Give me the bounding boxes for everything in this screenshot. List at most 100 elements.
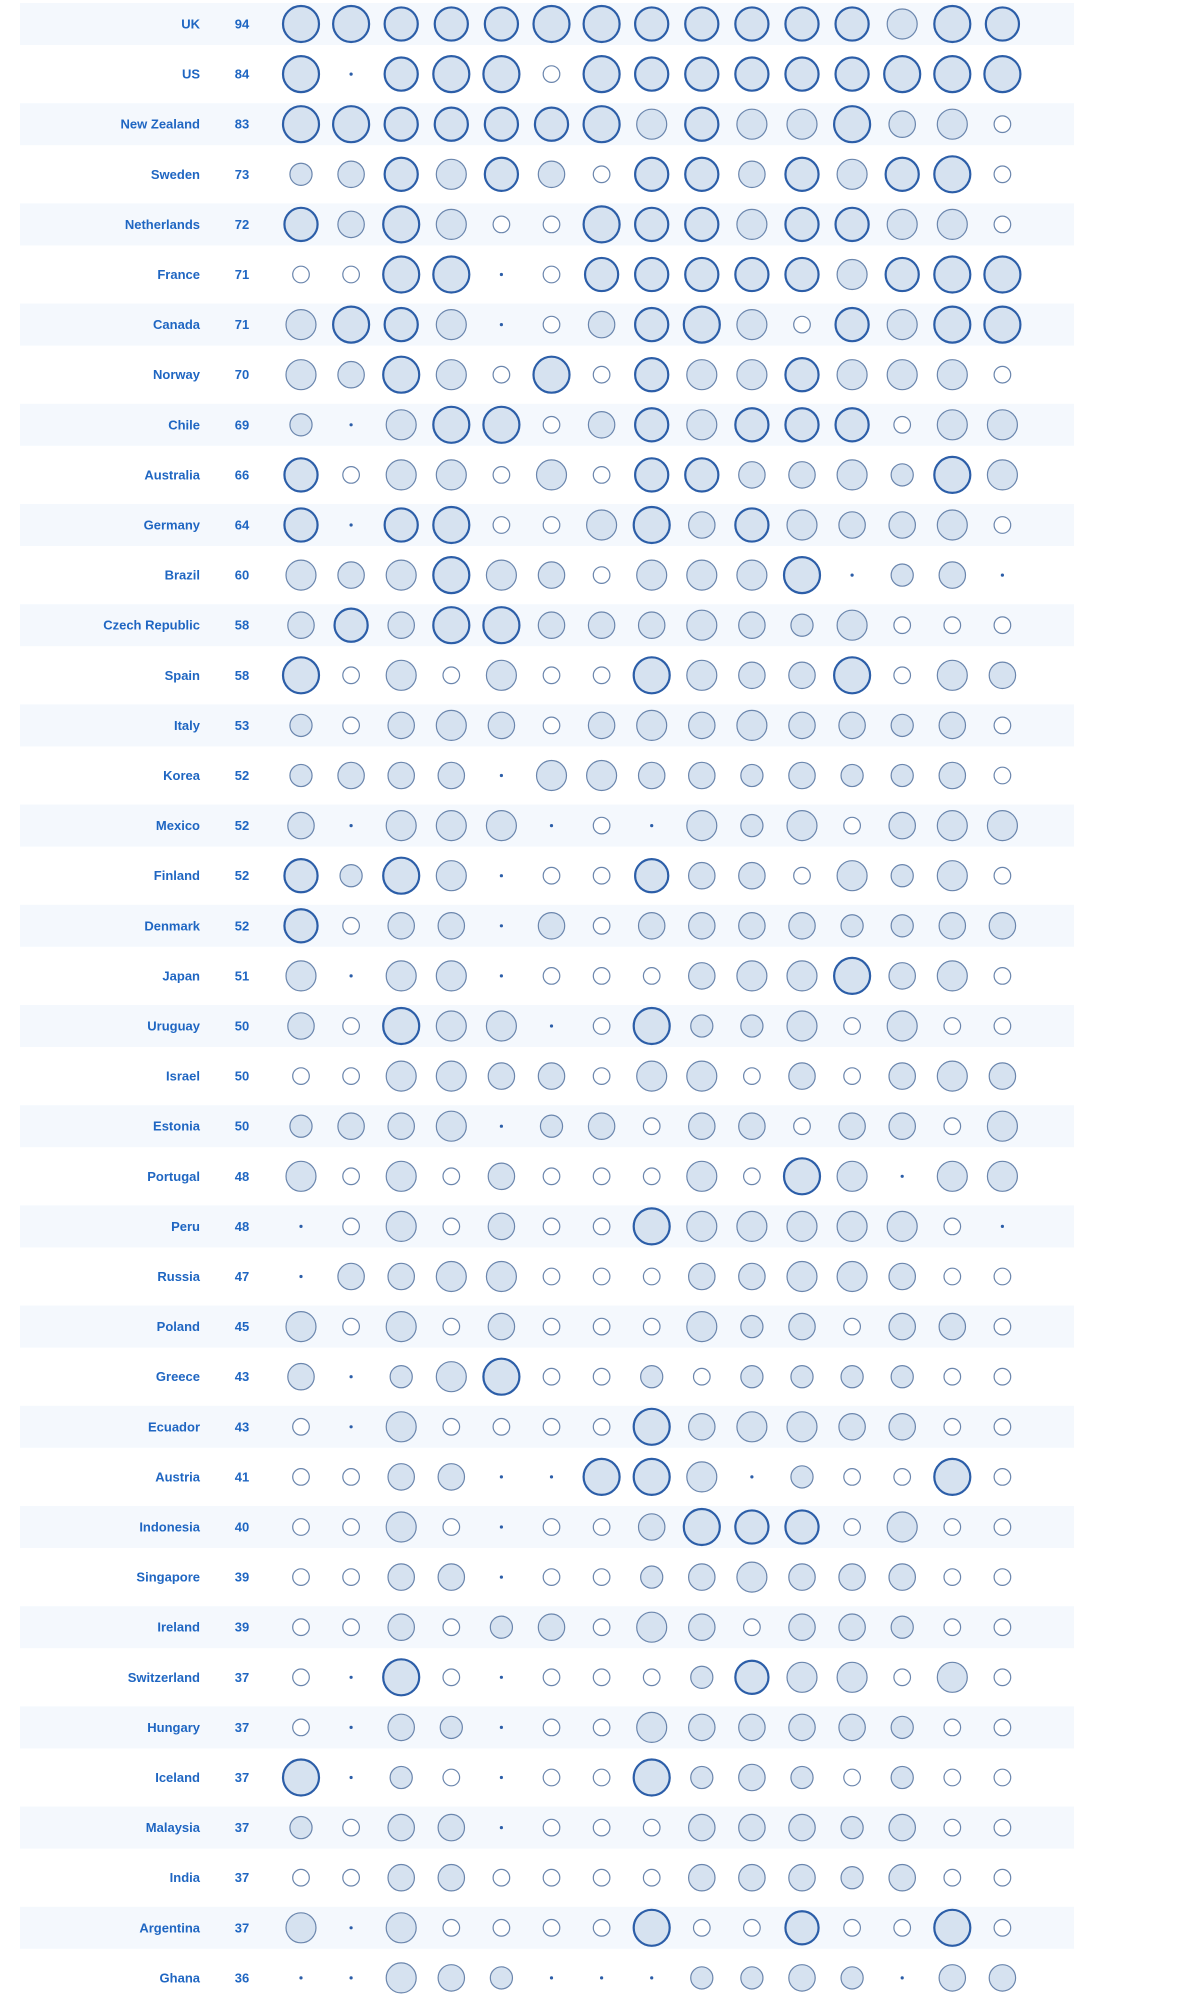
value-dot (650, 1976, 654, 1980)
value-bubble (492, 516, 511, 534)
value-bubble (487, 1162, 516, 1191)
value-bubble (435, 1110, 467, 1142)
matrix-row: Germany 64 (20, 504, 1074, 546)
country-label: Israel (166, 1069, 200, 1084)
value-bubble (435, 1361, 467, 1393)
value-bubble (634, 56, 670, 92)
value-bubble (690, 1014, 714, 1038)
value-bubble (634, 407, 670, 443)
value-bubble (786, 108, 818, 140)
value-bubble (636, 559, 668, 591)
value-bubble (283, 908, 319, 944)
value-bubble (592, 1668, 611, 1687)
value-bubble (382, 1658, 421, 1697)
value-bubble (686, 559, 718, 591)
score-label: 39 (235, 1620, 249, 1635)
value-bubble (993, 1467, 1012, 1486)
value-bubble (383, 507, 419, 543)
matrix-row: Netherlands 72 (20, 203, 1074, 246)
value-bubble (542, 215, 561, 234)
value-bubble (943, 1818, 962, 1837)
value-bubble (890, 713, 914, 738)
value-bubble (836, 1260, 868, 1293)
matrix-row: India 37 (170, 1863, 1012, 1892)
value-bubble (636, 108, 668, 140)
value-bubble (342, 666, 361, 685)
value-bubble (740, 763, 764, 788)
value-bubble (888, 1813, 916, 1842)
value-bubble (993, 1618, 1012, 1637)
value-bubble (782, 1157, 822, 1196)
value-bubble (692, 1367, 711, 1386)
value-bubble (292, 1568, 310, 1586)
score-label: 70 (235, 367, 249, 382)
value-bubble (437, 1964, 466, 1992)
value-bubble (933, 1457, 972, 1497)
value-bubble (884, 256, 920, 293)
value-bubble (682, 1507, 721, 1547)
value-bubble (843, 1067, 861, 1085)
value-bubble (993, 165, 1012, 184)
value-bubble (642, 1868, 661, 1887)
value-bubble (986, 810, 1018, 842)
value-bubble (582, 54, 621, 94)
value-bubble (634, 858, 670, 894)
value-bubble (637, 761, 666, 790)
value-bubble (736, 559, 768, 591)
value-bubble (686, 609, 718, 641)
score-label: 37 (235, 1770, 249, 1785)
value-bubble (342, 1467, 361, 1486)
value-bubble (834, 407, 870, 443)
value-bubble (292, 265, 310, 284)
value-bubble (492, 215, 511, 234)
value-bubble (687, 1813, 716, 1842)
value-bubble (738, 661, 766, 690)
value-bubble (786, 1010, 818, 1042)
value-bubble (489, 1966, 514, 1990)
value-bubble (736, 359, 768, 391)
value-bubble (640, 1565, 664, 1589)
value-bubble (542, 1518, 561, 1536)
value-bubble (437, 1463, 466, 1491)
value-bubble (592, 1618, 611, 1637)
value-bubble (385, 1311, 417, 1343)
value-dot (499, 1575, 503, 1579)
value-bubble (592, 1217, 611, 1236)
value-bubble (542, 1417, 561, 1436)
value-bubble (342, 1217, 361, 1236)
value-bubble (634, 6, 670, 42)
value-dot (349, 1725, 353, 1729)
value-bubble (432, 54, 471, 94)
value-bubble (687, 1262, 716, 1291)
value-bubble (936, 1060, 968, 1092)
value-dot (349, 523, 353, 527)
value-bubble (943, 1017, 962, 1035)
value-bubble (285, 1912, 317, 1944)
value-bubble (943, 1768, 962, 1787)
value-bubble (592, 1317, 611, 1336)
matrix-row: Portugal 48 (147, 1157, 1018, 1196)
value-bubble (686, 359, 718, 391)
value-bubble (542, 1267, 561, 1286)
value-bubble (435, 309, 467, 341)
value-bubble (936, 1661, 968, 1693)
value-bubble (786, 509, 818, 541)
value-bubble (993, 1568, 1012, 1586)
value-bubble (893, 1918, 912, 1937)
value-bubble (287, 811, 315, 840)
value-bubble (788, 911, 816, 940)
value-bubble (788, 1964, 816, 1992)
value-bubble (888, 511, 916, 539)
value-bubble (736, 1561, 768, 1593)
value-bubble (537, 611, 566, 639)
value-bubble (840, 1966, 864, 1990)
value-bubble (592, 1818, 611, 1837)
value-dot (499, 1475, 503, 1479)
country-label: Iceland (155, 1770, 200, 1785)
value-bubble (740, 1966, 764, 1990)
value-dot (499, 1725, 503, 1729)
value-bubble (537, 1062, 566, 1090)
value-bubble (592, 165, 611, 184)
score-label: 43 (235, 1419, 249, 1434)
